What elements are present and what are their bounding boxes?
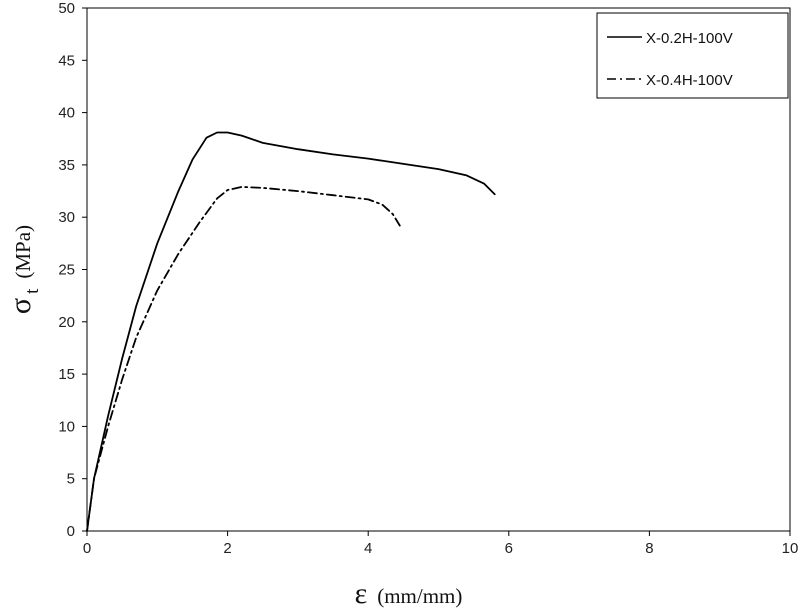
series-line-2 bbox=[86, 185, 401, 532]
legend-box bbox=[596, 12, 789, 99]
x-tick-label: 8 bbox=[645, 540, 653, 557]
y-tick-label: 25 bbox=[58, 262, 75, 279]
series-line-1 bbox=[86, 131, 496, 532]
y-tick-label: 40 bbox=[58, 105, 75, 122]
x-axis-symbol: ε bbox=[355, 577, 368, 608]
svg-text:σ t (MPa): σ t (MPa) bbox=[4, 225, 43, 314]
x-tick-label: 0 bbox=[83, 540, 91, 557]
y-axis-subscript: t bbox=[22, 288, 43, 294]
x-tick-label: 6 bbox=[505, 540, 513, 557]
y-axis-title: σ t (MPa) bbox=[4, 225, 43, 314]
y-tick-label: 5 bbox=[67, 471, 75, 488]
y-axis-unit: (MPa) bbox=[11, 225, 35, 279]
x-tick-label: 10 bbox=[782, 540, 799, 557]
legend-label-series-2: X-0.4H-100V bbox=[646, 72, 733, 89]
y-tick-label: 30 bbox=[58, 209, 75, 226]
y-tick-label: 0 bbox=[67, 523, 75, 540]
legend: X-0.2H-100V X-0.4H-100V bbox=[596, 12, 789, 99]
y-axis-symbol: σ bbox=[4, 298, 37, 314]
y-tick-label: 35 bbox=[58, 157, 75, 174]
x-tick-label: 4 bbox=[364, 540, 372, 557]
x-tick-label: 2 bbox=[223, 540, 231, 557]
y-tick-label: 20 bbox=[58, 314, 75, 331]
y-tick-label: 50 bbox=[58, 0, 75, 17]
x-axis-ticks: 0 2 4 6 8 10 bbox=[83, 531, 799, 557]
y-axis-ticks: 0 5 10 15 20 25 30 35 40 45 50 bbox=[58, 0, 87, 540]
series-layer bbox=[86, 131, 496, 532]
y-tick-label: 15 bbox=[58, 366, 75, 383]
x-axis-title: ε (mm/mm) bbox=[355, 577, 463, 608]
y-tick-label: 10 bbox=[58, 418, 75, 435]
x-axis-unit: (mm/mm) bbox=[377, 584, 462, 608]
legend-label-series-1: X-0.2H-100V bbox=[646, 30, 733, 47]
y-tick-label: 45 bbox=[58, 52, 75, 69]
plot-area-frame bbox=[86, 7, 791, 532]
